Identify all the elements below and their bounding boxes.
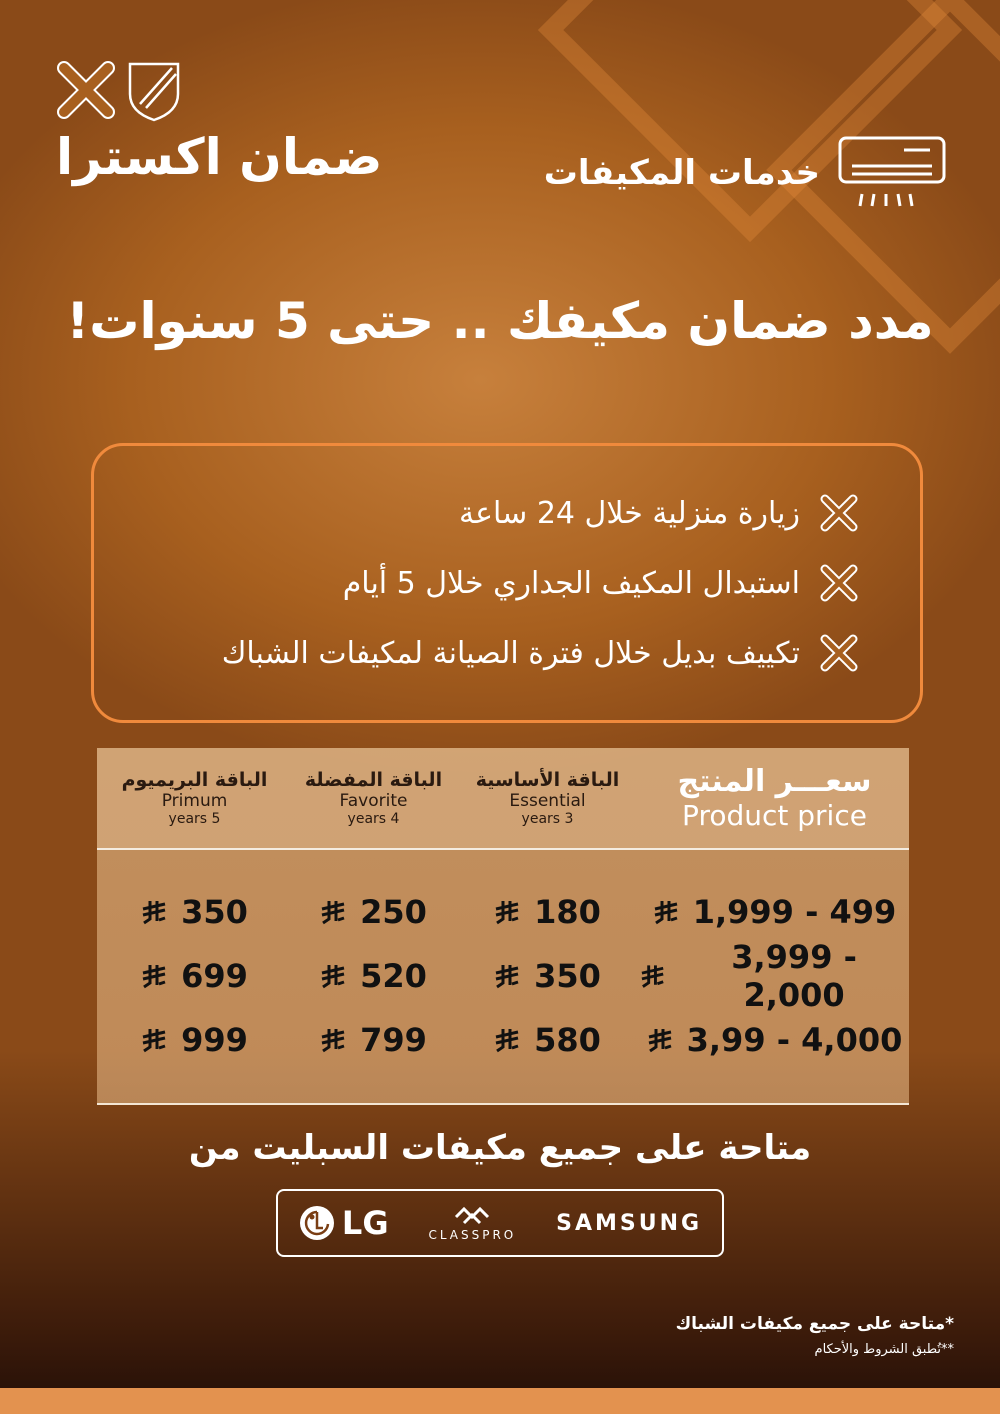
service-header: خدمات المكيفات <box>544 136 946 210</box>
price-cell: 1,999 - 499 <box>640 893 909 931</box>
samsung-logo: SAMSUNG <box>556 1210 703 1236</box>
saudi-riyal-icon <box>321 965 345 989</box>
saudi-riyal-icon <box>495 901 519 925</box>
price-cell: 350 <box>455 957 640 995</box>
price-cell: 520 <box>292 957 455 995</box>
price-value: 699 <box>181 957 248 995</box>
classpro-text: CLASSPRO <box>428 1227 517 1242</box>
feature-text: تكييف بديل خلال فترة الصيانة لمكيفات الش… <box>221 635 800 671</box>
lg-face-icon <box>299 1206 334 1240</box>
x-logo-icon <box>57 61 115 119</box>
price-cell: 3,99 - 4,000 <box>640 1021 909 1059</box>
availability-text: متاحة على جميع مكيفات السبليت من <box>188 1128 812 1168</box>
header-ar: الباقة البريميوم <box>121 769 268 791</box>
header-years: 4 years <box>347 811 400 827</box>
header-en: Essential <box>509 791 586 811</box>
price-value: 350 <box>181 893 248 931</box>
feature-item: تكييف بديل خلال فترة الصيانة لمكيفات الش… <box>134 618 858 688</box>
header-essential: الباقة الأساسية Essential 3 years <box>455 748 640 848</box>
footnotes: *متاحة على جميع مكيفات الشباك **تُطبق ال… <box>676 1314 954 1357</box>
feature-text: استبدال المكيف الجداري خلال 5 أيام <box>342 565 800 601</box>
saudi-riyal-icon <box>641 965 664 988</box>
price-cell: 799 <box>292 1021 455 1059</box>
price-value: 3,999 - 2,000 <box>731 938 857 1014</box>
air-conditioner-icon <box>838 136 946 207</box>
service-title: خدمات المكيفات <box>543 153 820 193</box>
header-ar: سعـــر المنتج <box>677 764 872 799</box>
price-value: 580 <box>534 1021 601 1059</box>
classpro-mark-icon <box>455 1206 490 1224</box>
classpro-logo: CLASSPRO <box>428 1205 516 1242</box>
saudi-riyal-icon <box>495 965 519 989</box>
brand-logo: ضمان اكسترا <box>56 60 382 186</box>
brands-box: LG CLASSPRO SAMSUNG <box>276 1189 724 1257</box>
table-header: سعـــر المنتج Product price الباقة الأساس… <box>97 748 909 850</box>
price-value: 180 <box>534 893 601 931</box>
footnote: *متاحة على جميع مكيفات الشباك <box>675 1314 954 1334</box>
feature-text: زيارة منزلية خلال 24 ساعة <box>459 495 800 531</box>
headline: مدد ضمان مكيفك .. حتى 5 سنوات! <box>66 292 934 350</box>
saudi-riyal-icon <box>142 901 166 925</box>
price-value: 520 <box>360 957 427 995</box>
price-cell: 250 <box>292 893 455 931</box>
header-years: 5 years <box>168 811 221 827</box>
header-ar: الباقة الأساسية <box>475 769 620 791</box>
saudi-riyal-icon <box>321 901 345 925</box>
price-cell: 999 <box>97 1021 292 1059</box>
price-cell: 350 <box>97 893 292 931</box>
price-value: 999 <box>181 1021 248 1059</box>
feature-item: استبدال المكيف الجداري خلال 5 أيام <box>134 548 858 618</box>
header-premium: الباقة البريميوم Primum 5 years <box>97 748 292 848</box>
saudi-riyal-icon <box>495 1029 519 1053</box>
saudi-riyal-icon <box>142 1029 166 1053</box>
x-bullet-icon <box>820 494 858 532</box>
table-row: 1,999 - 499 180 250 350 <box>97 880 909 944</box>
shield-logo-icon <box>128 62 180 122</box>
header-ar: الباقة المفضلة <box>304 769 443 791</box>
feature-item: زيارة منزلية خلال 24 ساعة <box>134 478 858 548</box>
price-cell: 699 <box>97 957 292 995</box>
saudi-riyal-icon <box>654 901 678 925</box>
table-body: 1,999 - 499 180 250 350 3,999 - 2,000 350 520 6… <box>97 850 909 1072</box>
price-cell: 180 <box>455 893 640 931</box>
saudi-riyal-icon <box>142 965 166 989</box>
lg-logo: LG <box>298 1204 389 1242</box>
header-product-price: سعـــر المنتج Product price <box>640 748 909 848</box>
price-cell: 580 <box>455 1021 640 1059</box>
header-en: Primum <box>161 791 228 811</box>
price-cell: 3,999 - 2,000 <box>640 938 909 1014</box>
brand-name: ضمان اكسترا <box>56 128 383 186</box>
features-box: زيارة منزلية خلال 24 ساعة استبدال المكيف… <box>91 443 923 723</box>
bottom-bar <box>0 1388 1000 1414</box>
header-years: 3 years <box>521 811 574 827</box>
table-row: 3,99 - 4,000 580 799 999 <box>97 1008 909 1072</box>
x-bullet-icon <box>820 634 858 672</box>
lg-text: LG <box>341 1204 389 1242</box>
x-bullet-icon <box>820 564 858 602</box>
price-value: 799 <box>360 1021 427 1059</box>
price-value: 1,999 - 499 <box>692 893 897 931</box>
price-value: 3,99 - 4,000 <box>686 1021 903 1059</box>
header-en: Product price <box>682 799 867 832</box>
price-table: سعـــر المنتج Product price الباقة الأساس… <box>97 748 909 1105</box>
header-en: Favorite <box>339 791 408 811</box>
table-row: 3,999 - 2,000 350 520 699 <box>97 938 909 1014</box>
price-value: 350 <box>534 957 601 995</box>
saudi-riyal-icon <box>321 1029 345 1053</box>
footnote: **تُطبق الشروط والأحكام <box>814 1342 954 1357</box>
saudi-riyal-icon <box>648 1029 672 1053</box>
header-favorite: الباقة المفضلة Favorite 4 years <box>292 748 455 848</box>
price-value: 250 <box>360 893 427 931</box>
